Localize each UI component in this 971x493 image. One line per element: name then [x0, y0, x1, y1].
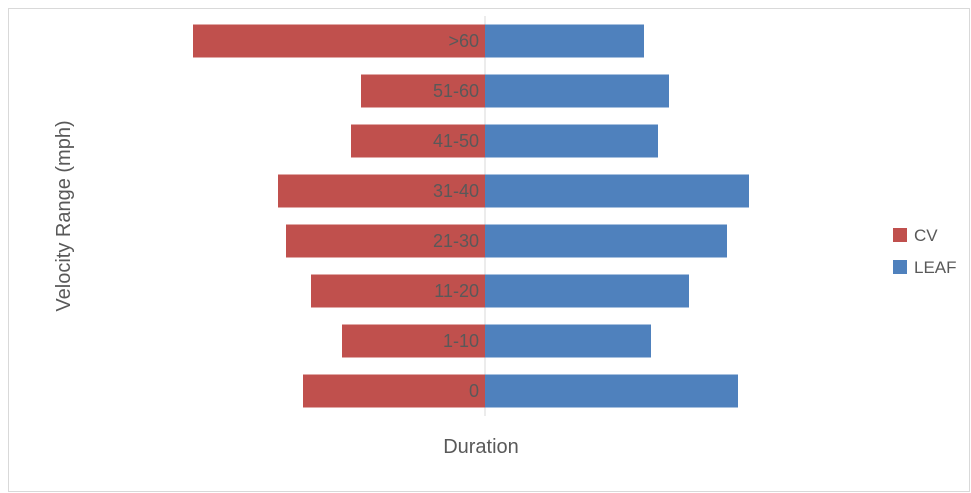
category-label: 51-60	[433, 81, 479, 101]
legend: CV LEAF	[893, 226, 957, 277]
category-label: 31-40	[433, 181, 479, 201]
bar-cv->60	[193, 24, 485, 58]
bar-cv-1-10	[342, 324, 485, 358]
bar-leaf-1-10	[485, 324, 651, 358]
bar-leaf-31-40	[485, 174, 749, 208]
bar-cv-0	[303, 374, 485, 408]
bar-cv-11-20	[311, 274, 485, 308]
bar-cv-31-40	[278, 174, 485, 208]
bar-cv-41-50	[351, 124, 485, 158]
legend-label-cv: CV	[914, 226, 938, 245]
category-label: 21-30	[433, 231, 479, 251]
bar-leaf-21-30	[485, 224, 727, 258]
legend-label-leaf: LEAF	[914, 258, 957, 277]
bar-cv-21-30	[286, 224, 485, 258]
legend-swatch-cv	[893, 228, 907, 242]
bar-leaf-11-20	[485, 274, 689, 308]
x-axis-title: Duration	[443, 436, 519, 458]
category-label: >60	[448, 31, 479, 51]
category-label: 1-10	[443, 331, 479, 351]
bars-group	[193, 24, 749, 408]
legend-swatch-leaf	[893, 260, 907, 274]
category-label: 11-20	[434, 281, 479, 301]
y-axis-title: Velocity Range (mph)	[53, 120, 75, 311]
category-labels-group: 0 1-10 11-20 21-30 31-40 41-50 51-60 >60	[433, 31, 479, 401]
category-label: 0	[469, 381, 479, 401]
bar-leaf-0	[485, 374, 738, 408]
bar-leaf->60	[485, 24, 644, 58]
bar-leaf-51-60	[485, 74, 669, 108]
category-label: 41-50	[433, 131, 479, 151]
bar-cv-51-60	[361, 74, 485, 108]
bar-leaf-41-50	[485, 124, 658, 158]
